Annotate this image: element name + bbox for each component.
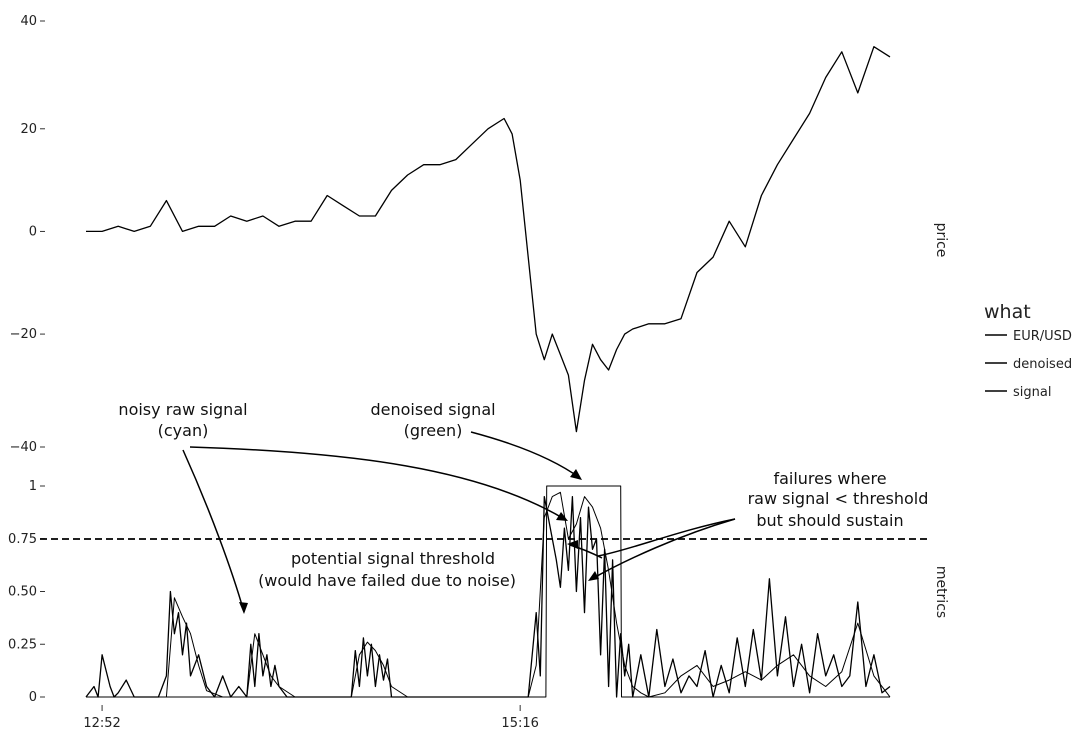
x-tick-label-12-52: 12:52 (83, 716, 120, 731)
annotation-failures-line-2: raw signal < threshold (748, 489, 929, 508)
legend-label-denoised: denoised (1013, 357, 1072, 372)
y-tick-label-price-20: −20 (10, 327, 37, 342)
series-line-metrics-eur-usd (85, 495, 891, 698)
legend: what EUR/USD denoised signal (984, 301, 1072, 400)
arrowhead-noisy-high (556, 512, 568, 521)
arrowhead-failures-a (567, 540, 578, 549)
facet-label-price: price (933, 223, 949, 258)
y-tick-label-metrics-0-50: 0.50 (8, 585, 37, 600)
y-tick-label-price-20: 20 (20, 122, 37, 137)
ticks-layer: 40 20 0 −20 −40 1 0.75 0.50 0.25 0 12:52 15:16 (8, 14, 539, 731)
x-tick-label-15-16: 15:16 (501, 716, 538, 731)
annotation-noisy-line-1: noisy raw signal (118, 400, 247, 419)
y-tick-label-metrics-0: 0 (29, 690, 37, 705)
annotation-denoised-line-1: denoised signal (370, 400, 495, 419)
annotation-failures-line-1: failures where (773, 469, 886, 488)
legend-label-signal: signal (1013, 385, 1051, 400)
y-tick-label-metrics-0-75: 0.75 (8, 532, 37, 547)
arrowhead-noisy-low (239, 602, 248, 614)
y-tick-label-metrics-0-25: 0.25 (8, 637, 37, 652)
y-tick-label-price-40: −40 (10, 440, 37, 455)
arrow-noisy-to-cyan-low (182, 449, 245, 613)
legend-label-eurusd: EUR/USD (1013, 329, 1072, 344)
arrowhead-failures-b (588, 571, 599, 581)
series-line-price-eur-usd (86, 46, 891, 433)
annotation-noisy-line-2: (cyan) (158, 421, 209, 440)
annotation-failures-line-3: but should sustain (756, 511, 903, 530)
annotation-denoised-line-2: (green) (404, 421, 463, 440)
annotation-threshold-line-1: potential signal threshold (291, 549, 495, 568)
arrow-failures-to-dip-c (589, 518, 736, 581)
legend-title: what (984, 301, 1031, 323)
y-tick-label-metrics-1: 1 (29, 479, 37, 494)
facet-label-metrics: metrics (933, 566, 949, 618)
y-tick-label-price-0: 0 (29, 224, 37, 239)
annotation-threshold-line-2: (would have failed due to noise) (258, 571, 516, 590)
arrow-noisy-to-cyan-high (189, 446, 567, 521)
y-tick-label-price-40: 40 (20, 14, 37, 29)
arrow-failures-to-dip-a (597, 518, 736, 557)
series-layer (85, 46, 891, 698)
arrowhead-denoised (570, 469, 582, 480)
annotations: noisy raw signal (cyan) denoised signal … (118, 400, 928, 614)
arrow-denoised-to-green (470, 431, 581, 479)
